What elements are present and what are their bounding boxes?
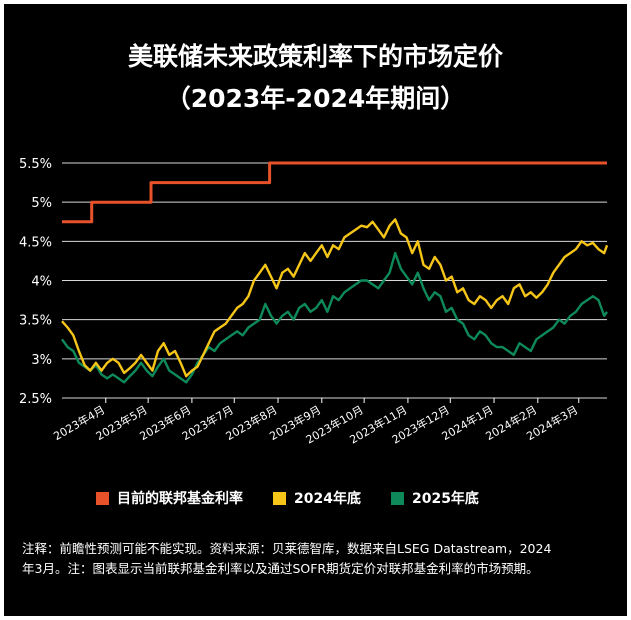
- chart-title-line2: （2023年-2024年期间）: [165, 84, 466, 113]
- chart-title-line1: 美联储未来政策利率下的市场定价: [127, 42, 503, 71]
- chart-card: [4, 4, 627, 616]
- chart-legend: 目前的联邦基金利率 2024年底 2025年底: [96, 488, 509, 508]
- y-tick-label: 5.5%: [19, 157, 52, 172]
- legend-swatch-fed-rate: [96, 491, 109, 505]
- footnote: 注释：前瞻性预测可能不能实现。资料来源：贝莱德智库，数据来自LSEG Datas…: [22, 539, 612, 579]
- y-axis-ticks: 2.5% 3% 3.5% 4% 4.5% 5% 5.5%: [19, 157, 52, 407]
- legend-swatch-2024: [273, 491, 286, 505]
- legend-label-2024: 2024年底: [294, 491, 361, 507]
- x-axis-ticks: 2023年4月2023年5月2023年6月2023年7月2023年8月2023年…: [51, 398, 580, 447]
- legend-label-fed-rate: 目前的联邦基金利率: [117, 491, 243, 507]
- y-tick-label: 2.5%: [19, 392, 52, 407]
- series-line: [61, 218, 609, 378]
- y-tick-label: 3%: [31, 353, 52, 368]
- gridlines: [62, 162, 607, 399]
- legend-item-fed-rate: 目前的联邦基金利率: [96, 488, 243, 508]
- footnote-line2: 年3月。注：图表显示当前联邦基金利率以及通过SOFR期货定价对联邦基金利率的市场…: [22, 561, 539, 576]
- legend-item-2025: 2025年底: [390, 488, 479, 508]
- y-tick-label: 4%: [31, 275, 52, 290]
- legend-label-2025: 2025年底: [411, 491, 479, 507]
- series-lines: [61, 161, 609, 384]
- legend-swatch-2025: [390, 491, 404, 505]
- y-tick-label: 5%: [31, 196, 52, 211]
- line-chart: 2.5% 3% 3.5% 4% 4.5% 5% 5.5% 2023年4月2023年5月202…: [19, 157, 609, 447]
- legend-item-2024: 2024年底: [273, 488, 361, 508]
- chart-title: 美联储未来政策利率下的市场定价 （2023年-2024年期间）: [0, 36, 631, 120]
- y-tick-label: 3.5%: [19, 314, 52, 329]
- series-line: [61, 251, 608, 384]
- footnote-line1: 注释：前瞻性预测可能不能实现。资料来源：贝莱德智库，数据来自LSEG Datas…: [22, 541, 552, 556]
- y-tick-label: 4.5%: [19, 235, 52, 250]
- series-line: [62, 161, 607, 224]
